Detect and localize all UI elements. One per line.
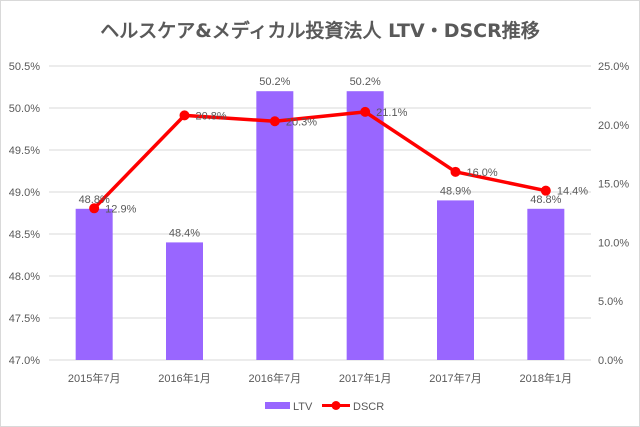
- right-axis-tick: 20.0%: [598, 120, 629, 132]
- ltv-data-label: 48.8%: [79, 194, 110, 206]
- right-axis-tick: 15.0%: [598, 179, 629, 191]
- chart-title: ヘルスケア&メディカル投資法人 LTV・DSCR推移: [100, 20, 540, 42]
- legend-ltv-swatch: [265, 402, 290, 409]
- left-axis-tick: 47.0%: [9, 355, 40, 367]
- left-axis-tick: 50.0%: [9, 103, 40, 115]
- left-axis-tick: 48.0%: [9, 271, 40, 283]
- x-axis-tick: 2016年1月: [158, 371, 211, 385]
- x-axis-tick: 2017年1月: [339, 371, 392, 385]
- ltv-data-label: 48.4%: [169, 227, 200, 239]
- ltv-bar: [437, 200, 474, 360]
- right-axis-tick: 0.0%: [598, 355, 623, 367]
- left-axis-tick: 48.5%: [9, 229, 40, 241]
- x-axis-tick: 2016年7月: [249, 371, 302, 385]
- dscr-point: [540, 185, 551, 196]
- ltv-bar: [256, 91, 294, 360]
- legend-dscr-marker: [331, 401, 341, 410]
- left-axis-tick: 49.0%: [9, 187, 40, 199]
- dscr-data-label: 14.4%: [557, 186, 588, 198]
- x-axis-tick: 2018年1月: [520, 371, 573, 385]
- ltv-data-label: 50.2%: [350, 76, 381, 88]
- left-axis-tick: 50.5%: [9, 61, 40, 73]
- dscr-point: [89, 203, 100, 214]
- ltv-bar: [166, 242, 203, 360]
- dscr-data-label: 21.1%: [376, 107, 407, 119]
- right-axis-tick: 10.0%: [598, 237, 629, 249]
- ltv-bar: [527, 208, 565, 360]
- dscr-line: [92, 110, 547, 210]
- left-axis-tick: 47.5%: [9, 313, 40, 325]
- dscr-data-label: 20.8%: [196, 110, 227, 122]
- dscr-point: [179, 110, 190, 121]
- legend-ltv-label: LTV: [293, 401, 313, 413]
- left-axis-tick: 49.5%: [9, 145, 40, 157]
- dscr-data-label: 20.3%: [286, 116, 317, 128]
- dscr-data-label: 16.0%: [467, 167, 498, 179]
- right-axis-tick: 5.0%: [598, 296, 623, 308]
- dscr-point: [360, 106, 371, 117]
- ltv-data-label: 50.2%: [259, 76, 290, 88]
- x-axis-tick: 2015年7月: [68, 371, 121, 385]
- right-axis-tick: 25.0%: [598, 61, 629, 73]
- dscr-point: [269, 116, 280, 127]
- ltv-bar: [346, 91, 384, 360]
- x-axis-tick: 2017年7月: [429, 371, 482, 385]
- ltv-bar: [75, 208, 113, 360]
- dscr-data-label: 12.9%: [105, 203, 136, 215]
- ltv-data-label: 48.9%: [440, 185, 471, 197]
- dscr-point: [450, 166, 461, 177]
- legend-dscr-label: DSCR: [353, 401, 384, 413]
- ltv-data-label: 48.8%: [530, 194, 561, 206]
